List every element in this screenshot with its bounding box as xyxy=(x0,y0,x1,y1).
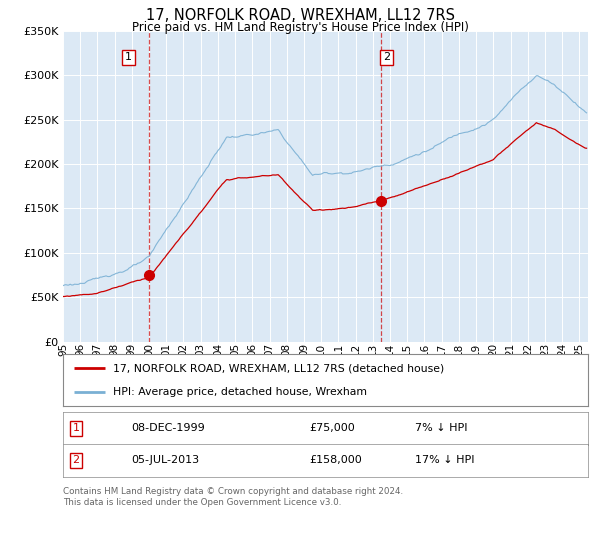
Text: 17% ↓ HPI: 17% ↓ HPI xyxy=(415,455,474,465)
Text: 17, NORFOLK ROAD, WREXHAM, LL12 7RS (detached house): 17, NORFOLK ROAD, WREXHAM, LL12 7RS (det… xyxy=(113,363,444,374)
Text: 2: 2 xyxy=(383,53,390,62)
Text: £75,000: £75,000 xyxy=(310,423,355,433)
Text: Contains HM Land Registry data © Crown copyright and database right 2024.
This d: Contains HM Land Registry data © Crown c… xyxy=(63,487,403,507)
Text: HPI: Average price, detached house, Wrexham: HPI: Average price, detached house, Wrex… xyxy=(113,387,367,397)
Text: £158,000: £158,000 xyxy=(310,455,362,465)
Text: Price paid vs. HM Land Registry's House Price Index (HPI): Price paid vs. HM Land Registry's House … xyxy=(131,21,469,34)
Text: 1: 1 xyxy=(125,53,132,62)
Text: 08-DEC-1999: 08-DEC-1999 xyxy=(131,423,205,433)
Text: 2: 2 xyxy=(73,455,80,465)
Text: 05-JUL-2013: 05-JUL-2013 xyxy=(131,455,199,465)
Text: 1: 1 xyxy=(73,423,80,433)
Text: 17, NORFOLK ROAD, WREXHAM, LL12 7RS: 17, NORFOLK ROAD, WREXHAM, LL12 7RS xyxy=(146,8,455,24)
Text: 7% ↓ HPI: 7% ↓ HPI xyxy=(415,423,467,433)
